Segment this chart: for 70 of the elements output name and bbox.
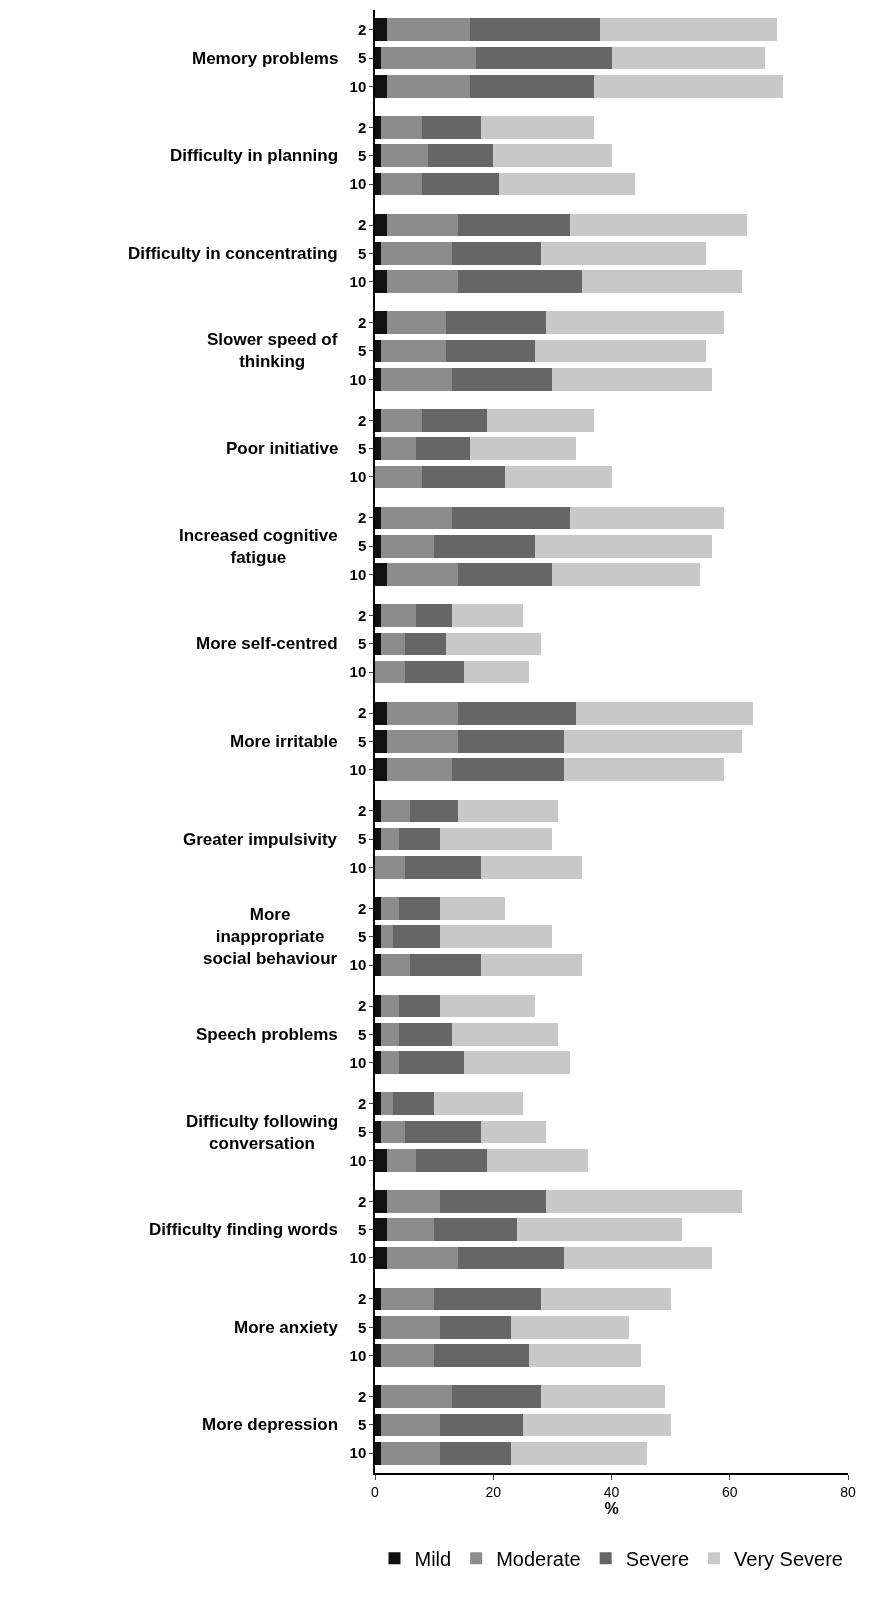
y-tick-label: 2 (357, 997, 367, 1015)
y-tick-label: 10 (349, 1346, 367, 1364)
y-tick-label: 10 (349, 956, 367, 974)
text: Difficulty in concentrating (128, 244, 338, 263)
y-tick-label: 10 (349, 761, 367, 779)
y-tick-label: 5 (357, 342, 367, 360)
y-tick-label: 5 (357, 1318, 367, 1336)
y-tick-label: 2 (357, 802, 367, 820)
y-tick-label: 2 (357, 1094, 367, 1112)
y-tick-label: 5 (357, 1416, 367, 1434)
y-tick-label: 2 (357, 899, 367, 917)
y-tick-label: 5 (357, 1123, 367, 1141)
y-tick-label: 5 (357, 830, 367, 848)
y-tick-label: 2 (357, 1192, 367, 1210)
x-axis-title: % (604, 1499, 619, 1517)
y-tick-label: 5 (357, 1220, 367, 1238)
y-tick-label: 5 (357, 928, 367, 946)
y-tick-label: 2 (357, 1290, 367, 1308)
text: Difficulty following conversation (186, 1112, 339, 1154)
y-tick-label: 5 (357, 49, 367, 67)
x-tick-label: 60 (721, 1483, 738, 1500)
text: Difficulty finding words (149, 1220, 338, 1239)
y-tick-label: 10 (349, 858, 367, 876)
x-tick-label: 20 (485, 1483, 502, 1500)
y-tick-label: 10 (349, 370, 367, 388)
y-tick-label: 2 (357, 411, 367, 429)
x-tick-label: 0 (371, 1483, 380, 1500)
y-tick-label: 10 (349, 663, 367, 681)
text: Increased cognitive fatigue (179, 526, 338, 568)
text: More depression (202, 1415, 339, 1434)
legend-label: Moderate (496, 1548, 581, 1571)
y-tick-label: 10 (349, 1151, 367, 1169)
y-tick-label: 5 (357, 732, 367, 750)
legend-label: Severe (625, 1548, 690, 1571)
y-tick-label: 2 (357, 313, 367, 331)
y-tick-label: 10 (349, 77, 367, 95)
text: Poor initiative (226, 439, 339, 458)
legend-label: Mild (414, 1548, 452, 1571)
text: Memory problems (192, 49, 339, 68)
text: Slower speed of thinking (207, 330, 338, 372)
x-tick-label: 40 (603, 1483, 620, 1500)
legend-label: Very Severe (734, 1548, 843, 1571)
y-tick-label: 5 (357, 1025, 367, 1043)
y-tick-label: 10 (349, 1249, 367, 1267)
text: Difficulty in planning (170, 146, 339, 165)
y-tick-label: 2 (357, 118, 367, 136)
y-tick-label: 5 (357, 537, 367, 555)
y-tick-label: 5 (357, 146, 367, 164)
y-tick-label: 2 (357, 704, 367, 722)
y-tick-label: 2 (357, 216, 367, 234)
text: Greater impulsivity (183, 830, 338, 849)
y-tick-label: 2 (357, 606, 367, 624)
text: More anxiety (234, 1318, 339, 1337)
y-tick-label: 5 (357, 244, 367, 262)
y-tick-label: 2 (357, 21, 367, 39)
y-tick-label: 2 (357, 509, 367, 527)
text: More inappropriate social behaviour (203, 905, 338, 969)
y-tick-label: 5 (357, 635, 367, 653)
text: More self-centred (196, 634, 338, 653)
y-tick-label: 2 (357, 1387, 367, 1405)
text: More irritable (230, 732, 338, 751)
y-tick-label: 5 (357, 439, 367, 457)
y-tick-label: 10 (349, 565, 367, 583)
y-tick-label: 10 (349, 468, 367, 486)
text: Speech problems (196, 1025, 338, 1044)
y-tick-label: 10 (349, 1053, 367, 1071)
y-tick-label: 10 (349, 175, 367, 193)
y-tick-label: 10 (349, 1444, 367, 1462)
y-tick-label: 10 (349, 272, 367, 290)
x-tick-label: 80 (840, 1483, 856, 1500)
